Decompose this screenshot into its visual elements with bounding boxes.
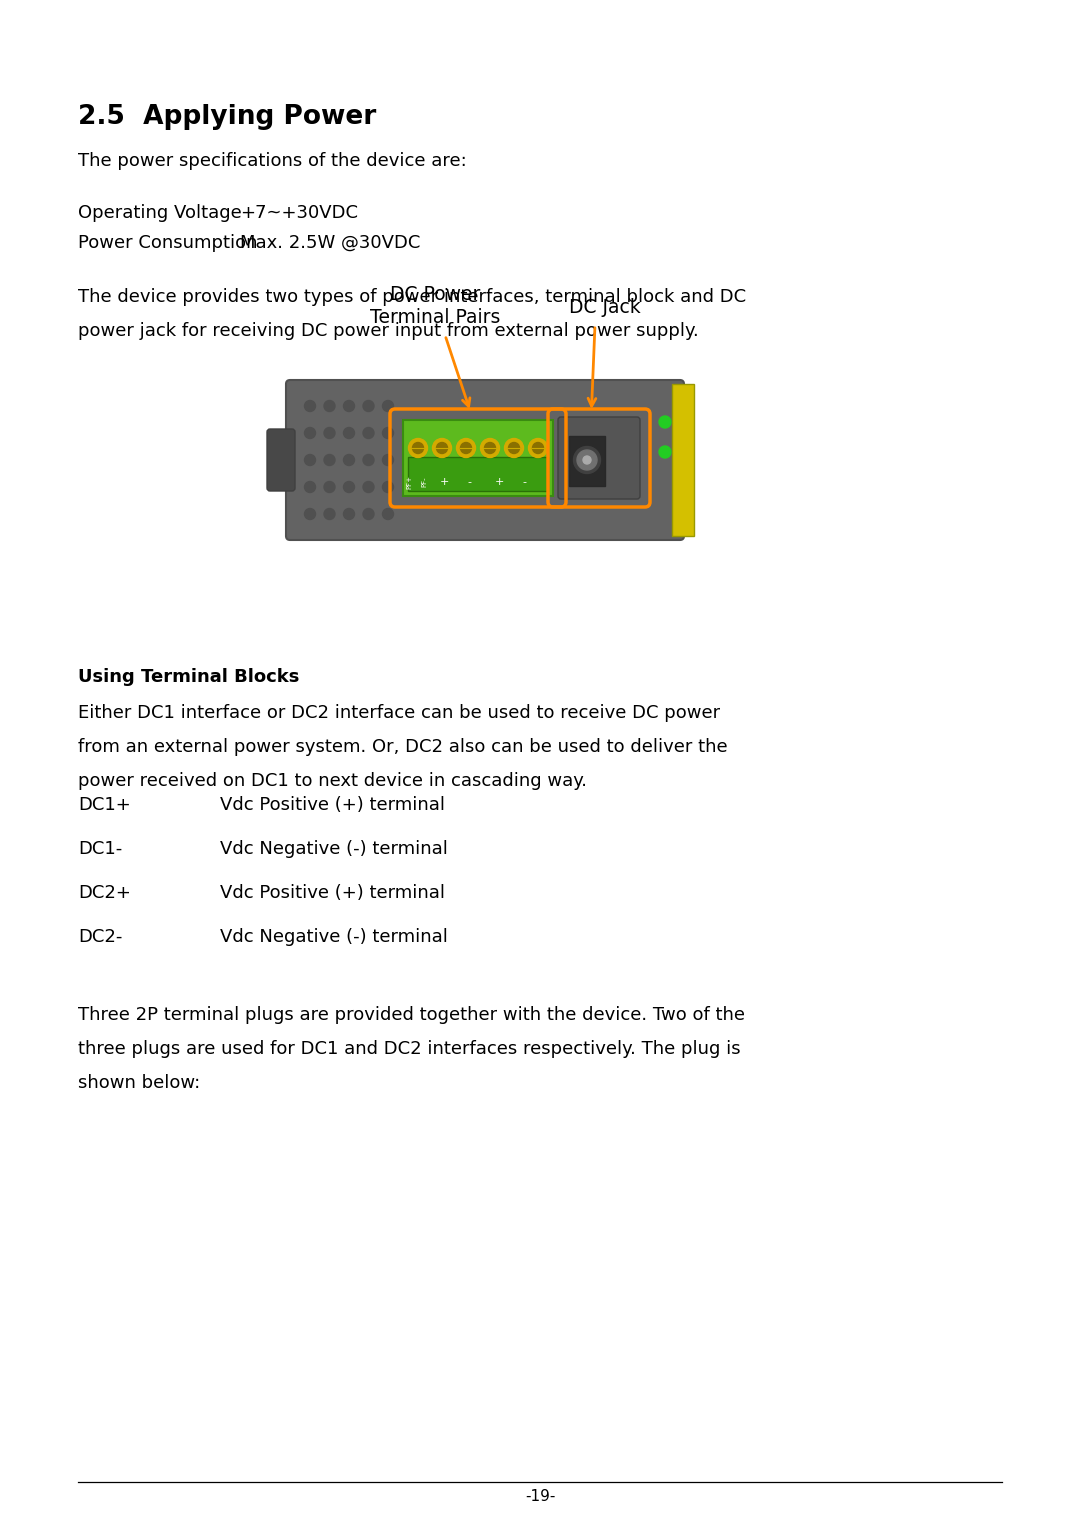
Circle shape bbox=[583, 457, 591, 464]
Text: +: + bbox=[440, 476, 448, 487]
Text: power jack for receiving DC power input from external power supply.: power jack for receiving DC power input … bbox=[78, 322, 699, 340]
Circle shape bbox=[343, 509, 354, 519]
Text: +7~+30VDC: +7~+30VDC bbox=[240, 204, 357, 222]
Circle shape bbox=[305, 400, 315, 412]
Text: -: - bbox=[467, 476, 471, 487]
Circle shape bbox=[481, 438, 499, 458]
Circle shape bbox=[382, 455, 393, 466]
Circle shape bbox=[659, 446, 671, 458]
Text: DC Power
Terminal Pairs: DC Power Terminal Pairs bbox=[369, 285, 500, 326]
Circle shape bbox=[343, 481, 354, 492]
Circle shape bbox=[363, 509, 374, 519]
Circle shape bbox=[382, 427, 393, 438]
Text: shown below:: shown below: bbox=[78, 1074, 200, 1092]
Text: DC Jack: DC Jack bbox=[569, 299, 640, 317]
Text: PF-: PF- bbox=[421, 476, 427, 487]
Text: DC1-: DC1- bbox=[78, 840, 122, 858]
Circle shape bbox=[305, 455, 315, 466]
Text: The power specifications of the device are:: The power specifications of the device a… bbox=[78, 152, 467, 170]
Circle shape bbox=[343, 427, 354, 438]
Circle shape bbox=[305, 481, 315, 492]
Text: 2.5  Applying Power: 2.5 Applying Power bbox=[78, 104, 376, 130]
Circle shape bbox=[324, 509, 335, 519]
Circle shape bbox=[305, 427, 315, 438]
Circle shape bbox=[577, 450, 597, 470]
FancyBboxPatch shape bbox=[267, 429, 295, 490]
Bar bbox=[569, 437, 605, 486]
Text: -: - bbox=[522, 476, 526, 487]
Circle shape bbox=[432, 438, 451, 458]
Circle shape bbox=[408, 438, 428, 458]
Circle shape bbox=[532, 443, 543, 453]
Circle shape bbox=[363, 427, 374, 438]
Text: from an external power system. Or, DC2 also can be used to deliver the: from an external power system. Or, DC2 a… bbox=[78, 738, 728, 755]
Text: Vdc Positive (+) terminal: Vdc Positive (+) terminal bbox=[220, 797, 445, 813]
Circle shape bbox=[343, 455, 354, 466]
FancyBboxPatch shape bbox=[286, 380, 684, 539]
Circle shape bbox=[509, 443, 519, 453]
Circle shape bbox=[382, 509, 393, 519]
Circle shape bbox=[436, 443, 447, 453]
Text: Max. 2.5W @30VDC: Max. 2.5W @30VDC bbox=[240, 234, 420, 251]
Text: Vdc Positive (+) terminal: Vdc Positive (+) terminal bbox=[220, 884, 445, 902]
Bar bbox=[408, 457, 548, 490]
Circle shape bbox=[460, 443, 472, 453]
Circle shape bbox=[324, 481, 335, 492]
Circle shape bbox=[363, 481, 374, 492]
Circle shape bbox=[382, 481, 393, 492]
Circle shape bbox=[324, 427, 335, 438]
Circle shape bbox=[324, 455, 335, 466]
Circle shape bbox=[659, 417, 671, 427]
Circle shape bbox=[305, 509, 315, 519]
Circle shape bbox=[363, 455, 374, 466]
Text: three plugs are used for DC1 and DC2 interfaces respectively. The plug is: three plugs are used for DC1 and DC2 int… bbox=[78, 1040, 741, 1059]
Text: DC1+: DC1+ bbox=[78, 797, 131, 813]
Bar bbox=[403, 420, 553, 496]
Circle shape bbox=[324, 400, 335, 412]
Text: Operating Voltage: Operating Voltage bbox=[78, 204, 242, 222]
Circle shape bbox=[457, 438, 475, 458]
Text: Three 2P terminal plugs are provided together with the device. Two of the: Three 2P terminal plugs are provided tog… bbox=[78, 1007, 745, 1023]
Circle shape bbox=[573, 446, 600, 473]
Bar bbox=[672, 385, 694, 536]
Circle shape bbox=[485, 443, 496, 453]
Text: -19-: -19- bbox=[525, 1489, 555, 1504]
Text: DC2+: DC2+ bbox=[78, 884, 131, 902]
Circle shape bbox=[363, 400, 374, 412]
Text: Power Consumption: Power Consumption bbox=[78, 234, 257, 251]
Circle shape bbox=[528, 438, 548, 458]
Text: Using Terminal Blocks: Using Terminal Blocks bbox=[78, 668, 299, 686]
Text: Vdc Negative (-) terminal: Vdc Negative (-) terminal bbox=[220, 928, 448, 945]
Text: PF+: PF+ bbox=[406, 475, 411, 489]
Circle shape bbox=[504, 438, 524, 458]
Text: Vdc Negative (-) terminal: Vdc Negative (-) terminal bbox=[220, 840, 448, 858]
Circle shape bbox=[413, 443, 423, 453]
Circle shape bbox=[343, 400, 354, 412]
Text: DC2-: DC2- bbox=[78, 928, 122, 945]
Text: +: + bbox=[495, 476, 503, 487]
Circle shape bbox=[382, 400, 393, 412]
Text: Either DC1 interface or DC2 interface can be used to receive DC power: Either DC1 interface or DC2 interface ca… bbox=[78, 705, 720, 722]
Text: The device provides two types of power interfaces, terminal block and DC: The device provides two types of power i… bbox=[78, 288, 746, 306]
Text: power received on DC1 to next device in cascading way.: power received on DC1 to next device in … bbox=[78, 772, 588, 791]
FancyBboxPatch shape bbox=[558, 417, 640, 499]
